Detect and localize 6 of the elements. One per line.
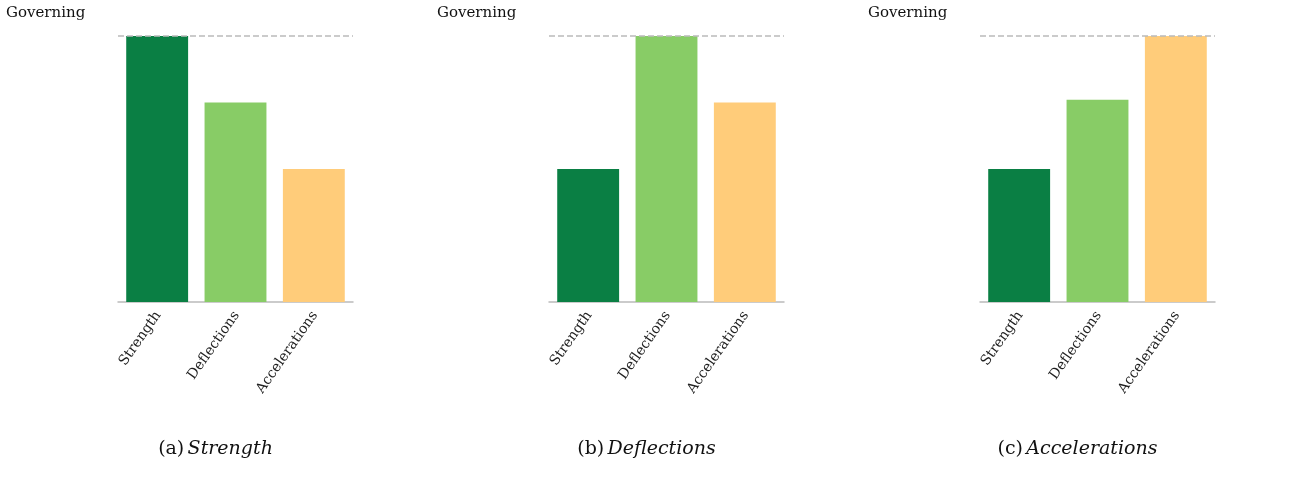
ref-line-label: Governing <box>437 2 517 21</box>
text: (b) Deflections <box>577 435 716 458</box>
text: (c) Accelerations <box>997 435 1158 458</box>
ref-line-label: Governing <box>868 2 948 21</box>
text: (a) Strength <box>158 435 273 458</box>
ref-line-label: Governing <box>6 2 86 21</box>
